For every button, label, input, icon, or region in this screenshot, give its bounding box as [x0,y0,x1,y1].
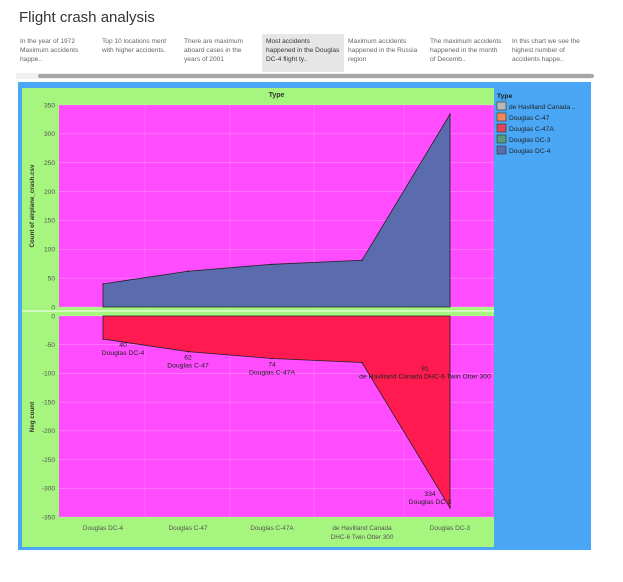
x-axis-tick: Douglas DC-4 [83,525,124,532]
lower-y-tick: -350 [42,514,56,521]
data-label-value: 40 [119,342,127,349]
upper-area-point [361,259,363,262]
data-label-value: 62 [184,355,192,362]
lower-y-tick: -100 [42,371,56,378]
legend-item-label: Douglas C-47 [509,115,550,122]
lower-y-tick: 0 [51,313,55,320]
upper-area-point [449,113,451,116]
upper-area-point [102,283,104,285]
story-point[interactable]: In this chart we see the highest number … [512,38,580,63]
legend-swatch [496,145,507,155]
upper-y-axis-title: Count of airplane_crash.csv [29,164,36,247]
legend-swatch [496,112,507,122]
story-scrollbar-thumb[interactable] [38,74,594,78]
x-axis-tick: de Havilland Canada [332,525,392,532]
legend-title: Type [497,93,513,100]
legend-item-label: de Havilland Canada .. [509,104,576,111]
story-navigator: In the year of 1972 Maximum accidents ha… [16,34,591,72]
upper-area-point [187,270,189,273]
lower-area-point [102,338,104,340]
legend-item-label: Douglas DC-3 [509,137,551,144]
story-point[interactable]: The maximum accidents happened in the mo… [430,38,502,63]
lower-y-axis-title: Neg count [29,402,36,432]
upper-y-tick: 350 [44,102,55,109]
lower-area-point [187,350,189,353]
lower-y-tick: -150 [42,399,56,406]
legend-item-label: Douglas C-47A [509,126,554,133]
legend-swatch [496,134,507,144]
data-label-value: 74 [268,361,276,368]
upper-y-tick: 150 [44,218,55,225]
data-label-name: de Havilland Canada DHC-6 Twin Otter 300 [359,374,491,381]
lower-y-tick: -300 [42,486,56,493]
upper-y-tick: 300 [44,131,55,138]
lower-area-series [102,315,451,510]
data-label-name: Douglas DC-4 [102,350,145,357]
story-point[interactable]: Top 10 locations ment with higher accide… [102,38,167,54]
data-label-name: Douglas C-47 [167,363,209,370]
lower-area-point [271,357,273,360]
upper-y-tick: 0 [51,304,55,311]
upper-y-tick: 250 [44,160,55,167]
x-axis-tick: DHC-6 Twin Otter 300 [331,534,394,541]
story-point[interactable]: Most accidents happened in the Douglas D… [262,34,344,72]
data-label-name: Douglas C-47A [249,369,296,376]
upper-y-tick: 100 [44,247,55,254]
data-label-value: 334 [424,491,436,498]
story-scrollbar[interactable] [16,73,594,79]
legend-swatch [496,123,507,133]
legend-swatch [496,101,507,111]
lower-y-tick: -250 [42,457,56,464]
upper-y-tick: 50 [48,275,56,282]
lower-y-tick: -50 [45,342,55,349]
x-axis-tick: Douglas C-47A [250,525,294,532]
data-label-name: Douglas DC-3 [409,499,452,506]
page-title: Flight crash analysis [19,9,155,26]
story-point[interactable]: There are maximum aboard cases in the ye… [184,38,243,63]
column-header: Type [269,92,285,99]
lower-y-tick: -200 [42,428,56,435]
upper-area-series [102,112,451,308]
upper-area-point [271,263,273,266]
x-axis-tick: Douglas DC-3 [430,525,471,532]
lower-area-point [361,361,363,364]
x-axis-tick: Douglas C-47 [168,525,208,532]
legend-item-label: Douglas DC-4 [509,148,551,155]
story-point[interactable]: Maximum accidents happened in the Russia… [348,38,418,63]
data-label-value: 81 [421,366,429,373]
story-point[interactable]: In the year of 1972 Maximum accidents ha… [20,38,79,63]
lower-area-point [449,507,451,509]
upper-y-tick: 200 [44,189,55,196]
